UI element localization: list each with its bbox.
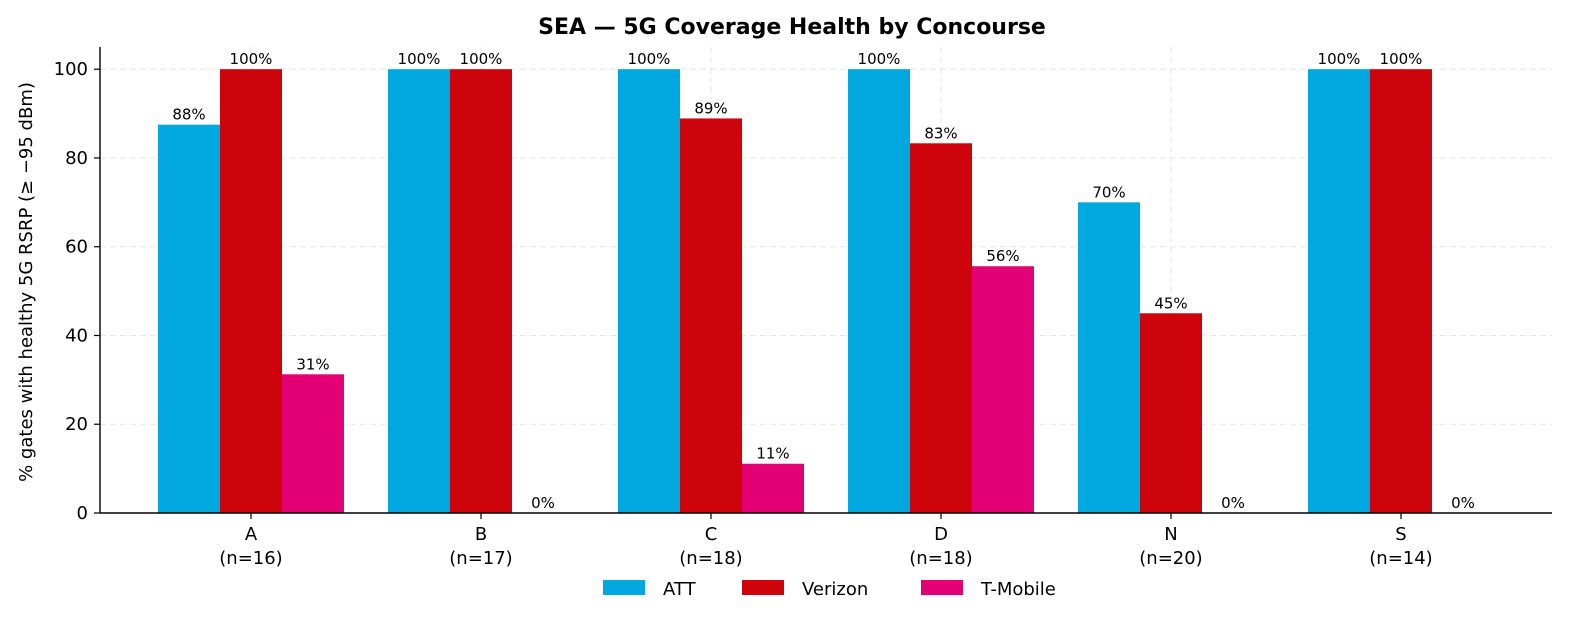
data-label: 89% (694, 99, 727, 117)
axes: 0 20 40 60 80 100 A (n=16) B (n=17) C (n=18) D (n=18)… (54, 47, 1552, 569)
data-label: 31% (296, 355, 329, 373)
bar-att-a (158, 124, 220, 514)
bar-t-mobile-a (282, 374, 344, 513)
x-tick-count-label: (n=16) (219, 548, 282, 569)
bar-verizon-n (1140, 313, 1202, 513)
bar-att-b (388, 69, 450, 513)
data-label: 88% (172, 106, 205, 124)
bar-att-s (1308, 69, 1370, 513)
data-label: 11% (756, 445, 789, 463)
chart-title: SEA — 5G Coverage Health by Concourse (538, 15, 1046, 40)
data-label: 0% (1451, 494, 1475, 512)
data-label: 45% (1154, 294, 1187, 312)
data-label: 56% (986, 247, 1019, 265)
bar-verizon-c (680, 118, 742, 513)
data-label: 0% (531, 494, 555, 512)
data-label: 70% (1092, 183, 1125, 201)
x-tick-label: A (245, 524, 258, 545)
data-label: 100% (230, 50, 273, 68)
x-tick-label: D (934, 524, 948, 545)
data-labels: 88% 100% 31% 100% 100% 0% 100% 89% 11% 100% 83% 56%… (172, 50, 1475, 512)
bar-verizon-s (1370, 69, 1432, 513)
data-label: 100% (1380, 50, 1423, 68)
x-tick-count-label: (n=20) (1139, 548, 1202, 569)
bar-verizon-b (450, 69, 512, 513)
x-tick-count-label: (n=17) (449, 548, 512, 569)
data-label: 100% (858, 50, 901, 68)
bar-att-n (1078, 202, 1140, 514)
y-tick-label: 100 (54, 59, 88, 80)
bar-t-mobile-d (972, 266, 1034, 513)
data-label: 100% (398, 50, 441, 68)
bar-verizon-d (910, 143, 972, 513)
y-tick-label: 80 (65, 148, 88, 169)
data-label: 100% (1318, 50, 1361, 68)
legend-swatch-att (603, 580, 645, 595)
y-tick-label: 0 (77, 503, 88, 524)
legend-label-t-mobile: T-Mobile (980, 579, 1056, 600)
legend: ATT Verizon T-Mobile (603, 579, 1056, 600)
bar-att-c (618, 69, 680, 513)
x-tick-label: B (475, 524, 487, 545)
data-label: 83% (924, 124, 957, 142)
x-tick-label: S (1395, 524, 1406, 545)
data-label: 100% (460, 50, 503, 68)
legend-label-att: ATT (663, 579, 697, 600)
legend-label-verizon: Verizon (802, 579, 868, 600)
data-label: 0% (1221, 494, 1245, 512)
x-tick-count-label: (n=18) (909, 548, 972, 569)
bars (158, 69, 1432, 514)
y-tick-label: 60 (65, 237, 88, 258)
bar-verizon-a (220, 69, 282, 513)
x-tick-label: C (705, 524, 718, 545)
x-tick-count-label: (n=14) (1369, 548, 1432, 569)
bar-t-mobile-c (742, 463, 804, 513)
data-label: 100% (628, 50, 671, 68)
x-tick-label: N (1164, 524, 1177, 545)
legend-swatch-t-mobile (921, 580, 963, 595)
x-tick-count-label: (n=18) (679, 548, 742, 569)
y-tick-label: 40 (65, 325, 88, 346)
y-axis-label: % gates with healthy 5G RSRP (≥ −95 dBm) (16, 82, 37, 482)
y-tick-label: 20 (65, 414, 88, 435)
legend-swatch-verizon (742, 580, 784, 595)
bar-att-d (848, 69, 910, 513)
